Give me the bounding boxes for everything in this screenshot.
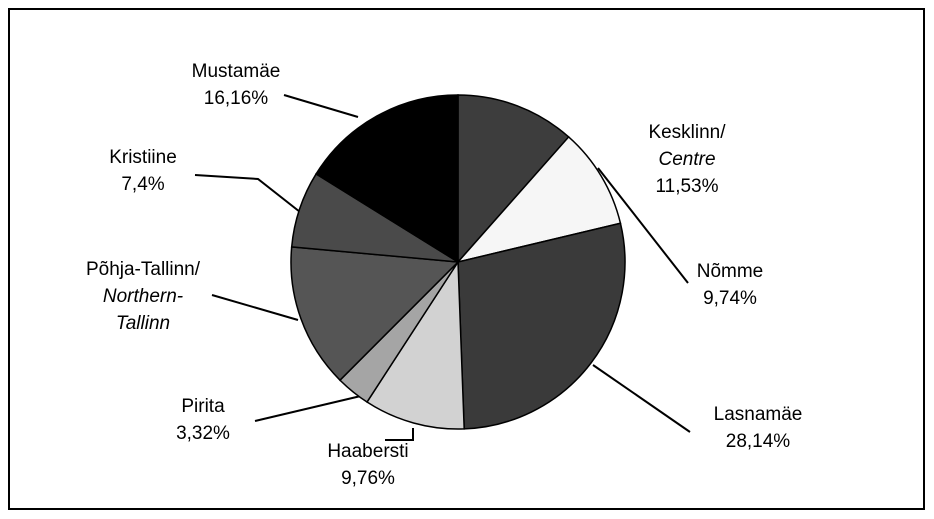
category-label: Lasnamäe — [714, 404, 803, 425]
category-label: Kristiine — [109, 147, 177, 168]
pie-slice — [457, 222, 626, 430]
leader-line — [254, 394, 366, 422]
category-label: Northern- — [103, 286, 183, 307]
pie-slice — [315, 94, 459, 264]
value-label: 16,16% — [204, 88, 269, 109]
value-label: 28,14% — [726, 431, 791, 452]
value-label: 9,74% — [703, 288, 757, 309]
category-label: Põhja-Tallinn/ — [86, 259, 201, 280]
value-label: 7,4% — [121, 174, 164, 195]
leader-line — [194, 174, 301, 213]
pie-slice — [290, 246, 460, 382]
category-label: Mustamäe — [192, 61, 281, 82]
category-label: Kesklinn/ — [648, 122, 726, 143]
leader-line — [385, 428, 414, 441]
leader-lines — [194, 94, 691, 441]
category-label: Pirita — [181, 396, 225, 417]
category-label: Centre — [658, 149, 715, 170]
leader-line — [597, 167, 689, 284]
category-label: Nõmme — [697, 261, 764, 282]
pie-slice — [455, 135, 622, 264]
pie-slice — [457, 94, 570, 264]
leader-line — [592, 364, 691, 433]
leader-line — [283, 94, 359, 118]
value-label: 11,53% — [655, 176, 718, 197]
value-label: 9,76% — [341, 468, 395, 489]
pie-slice — [365, 259, 465, 430]
category-label: Haabersti — [327, 441, 408, 462]
value-label: 3,32% — [176, 423, 230, 444]
category-label: Tallinn — [116, 313, 170, 334]
leader-line — [211, 294, 299, 321]
